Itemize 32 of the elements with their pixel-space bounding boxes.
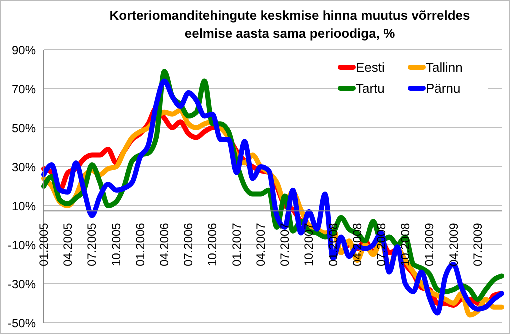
x-tick-label: 01.2005	[37, 222, 51, 267]
x-tick-label: 01.2006	[133, 222, 148, 267]
x-tick-label: 01.2007	[230, 222, 244, 267]
x-tick-label: 07.2007	[278, 222, 292, 267]
legend-label: Eesti	[356, 60, 385, 75]
x-tick-label: 07.2009	[470, 222, 485, 267]
chart-title: Korteriomanditehingute keskmise hinna muutus võrreldes eelmise aasta sama perioodiga, %	[110, 8, 470, 41]
y-tick-label: -30%	[8, 277, 36, 292]
x-tick-label: 10.2008	[398, 222, 413, 267]
x-tick-label: 07.2005	[85, 222, 100, 267]
y-tick-label: 30%	[12, 160, 36, 174]
y-tick-label: -10%	[8, 238, 36, 252]
x-tick-label: 04.2005	[61, 222, 76, 267]
x-tick-label: 01.2008	[326, 222, 340, 267]
x-tick-label: 07.2008	[374, 222, 388, 267]
y-tick-label: 10%	[12, 199, 36, 214]
y-tick-label: -50%	[8, 316, 36, 330]
y-tick-label: 90%	[12, 43, 36, 58]
legend-label: Pärnu	[426, 81, 461, 96]
y-tick-label: 50%	[12, 121, 36, 136]
x-tick-label: 10.2006	[206, 222, 220, 267]
x-tick-label: 04.2006	[158, 222, 172, 267]
x-tick-label: 10.2007	[302, 222, 316, 267]
legend-label: Tartu	[356, 81, 385, 96]
y-tick-label: 70%	[12, 82, 36, 96]
x-tick-label: 04.2007	[254, 222, 268, 267]
x-tick-label: 01.2009	[422, 222, 437, 267]
x-tick-label: 04.2008	[350, 222, 364, 267]
legend-label: Tallinn	[426, 60, 463, 75]
x-tick-label: 10.2005	[109, 222, 124, 267]
x-tick-label: 04.2009	[446, 222, 461, 267]
x-tick-label: 07.2006	[182, 222, 196, 267]
